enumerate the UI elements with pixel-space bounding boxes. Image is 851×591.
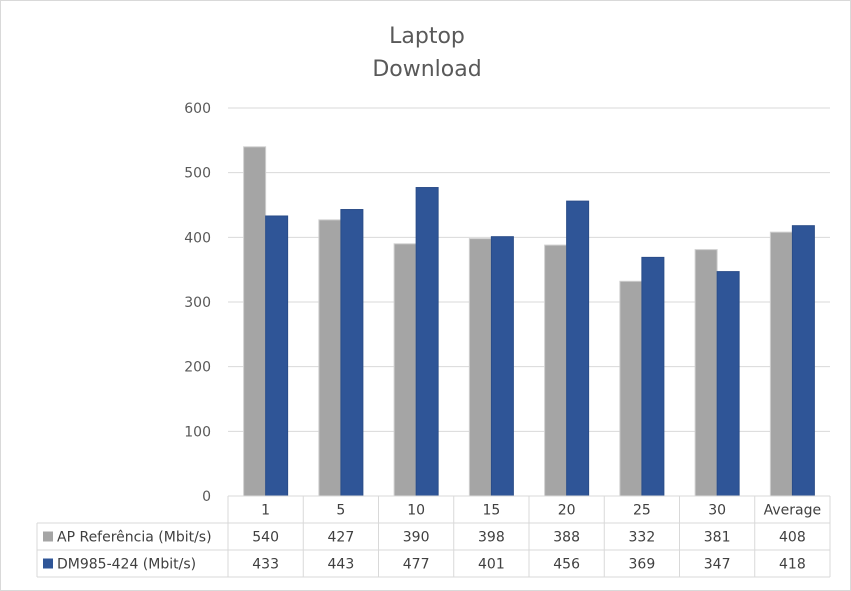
data-label-series-1: 540: [252, 530, 279, 546]
chart-title-line-1: Laptop: [389, 24, 465, 49]
y-axis-tick-labels: 0 100 200 300 400 500 600: [184, 101, 211, 505]
data-label-series-1: 427: [328, 530, 355, 546]
bar-series-2-1: [265, 215, 289, 497]
y-tick-label: 200: [184, 360, 211, 376]
data-label-series-2: 443: [328, 557, 355, 573]
data-label-series-1: 332: [629, 530, 656, 546]
y-tick-label: 0: [202, 489, 211, 505]
chart-title-line-2: Download: [372, 57, 481, 82]
bar-series-1-30: [694, 249, 718, 497]
y-tick-label: 500: [184, 166, 211, 182]
x-category-label: 25: [633, 503, 651, 519]
x-category-label: 30: [708, 503, 726, 519]
gridlines: [228, 107, 830, 432]
x-category-label: 15: [482, 503, 500, 519]
data-label-series-2: 401: [478, 557, 505, 573]
legend-key-series-1: [43, 531, 53, 542]
y-tick-label: 600: [184, 101, 211, 117]
x-category-label: 5: [336, 503, 345, 519]
bar-series-2-5: [340, 209, 364, 497]
bar-series-1-1: [243, 146, 267, 497]
data-label-series-2: 418: [779, 557, 806, 573]
x-category-label: 20: [558, 503, 576, 519]
y-tick-label: 400: [184, 230, 211, 246]
data-label-series-1: 408: [779, 530, 806, 546]
y-tick-label: 300: [184, 295, 211, 311]
data-label-series-1: 388: [553, 530, 580, 546]
bar-series-1-15: [468, 238, 492, 497]
bar-series-2-average: [791, 225, 815, 497]
data-label-series-2: 477: [403, 557, 430, 573]
x-category-label: Average: [764, 503, 822, 519]
bar-series-1-25: [619, 280, 643, 497]
x-category-label: 1: [261, 503, 270, 519]
data-label-series-1: 398: [478, 530, 505, 546]
bar-series-1-5: [318, 219, 342, 497]
data-label-series-2: 456: [553, 557, 580, 573]
data-label-series-2: 433: [252, 557, 279, 573]
chart-title: Laptop Download: [372, 24, 481, 82]
bar-series-2-25: [641, 256, 665, 497]
legend-label-series-2: DM985-424 (Mbit/s): [57, 557, 196, 573]
bar-series-1-20: [544, 244, 568, 497]
data-label-series-2: 347: [704, 557, 731, 573]
bar-series-2-15: [490, 236, 514, 497]
bar-series-2-30: [716, 271, 740, 497]
bar-series-2-20: [566, 200, 590, 497]
x-category-label: 10: [407, 503, 425, 519]
bars: [243, 146, 815, 497]
bar-series-2-10: [415, 187, 439, 497]
data-label-series-1: 381: [704, 530, 731, 546]
data-label-series-1: 390: [403, 530, 430, 546]
legend-key-series-2: [43, 558, 53, 569]
legend-label-series-1: AP Referência (Mbit/s): [57, 530, 212, 546]
data-label-series-2: 369: [629, 557, 656, 573]
bar-series-1-10: [393, 243, 417, 497]
y-tick-label: 100: [184, 424, 211, 440]
bar-series-1-average: [769, 231, 793, 497]
